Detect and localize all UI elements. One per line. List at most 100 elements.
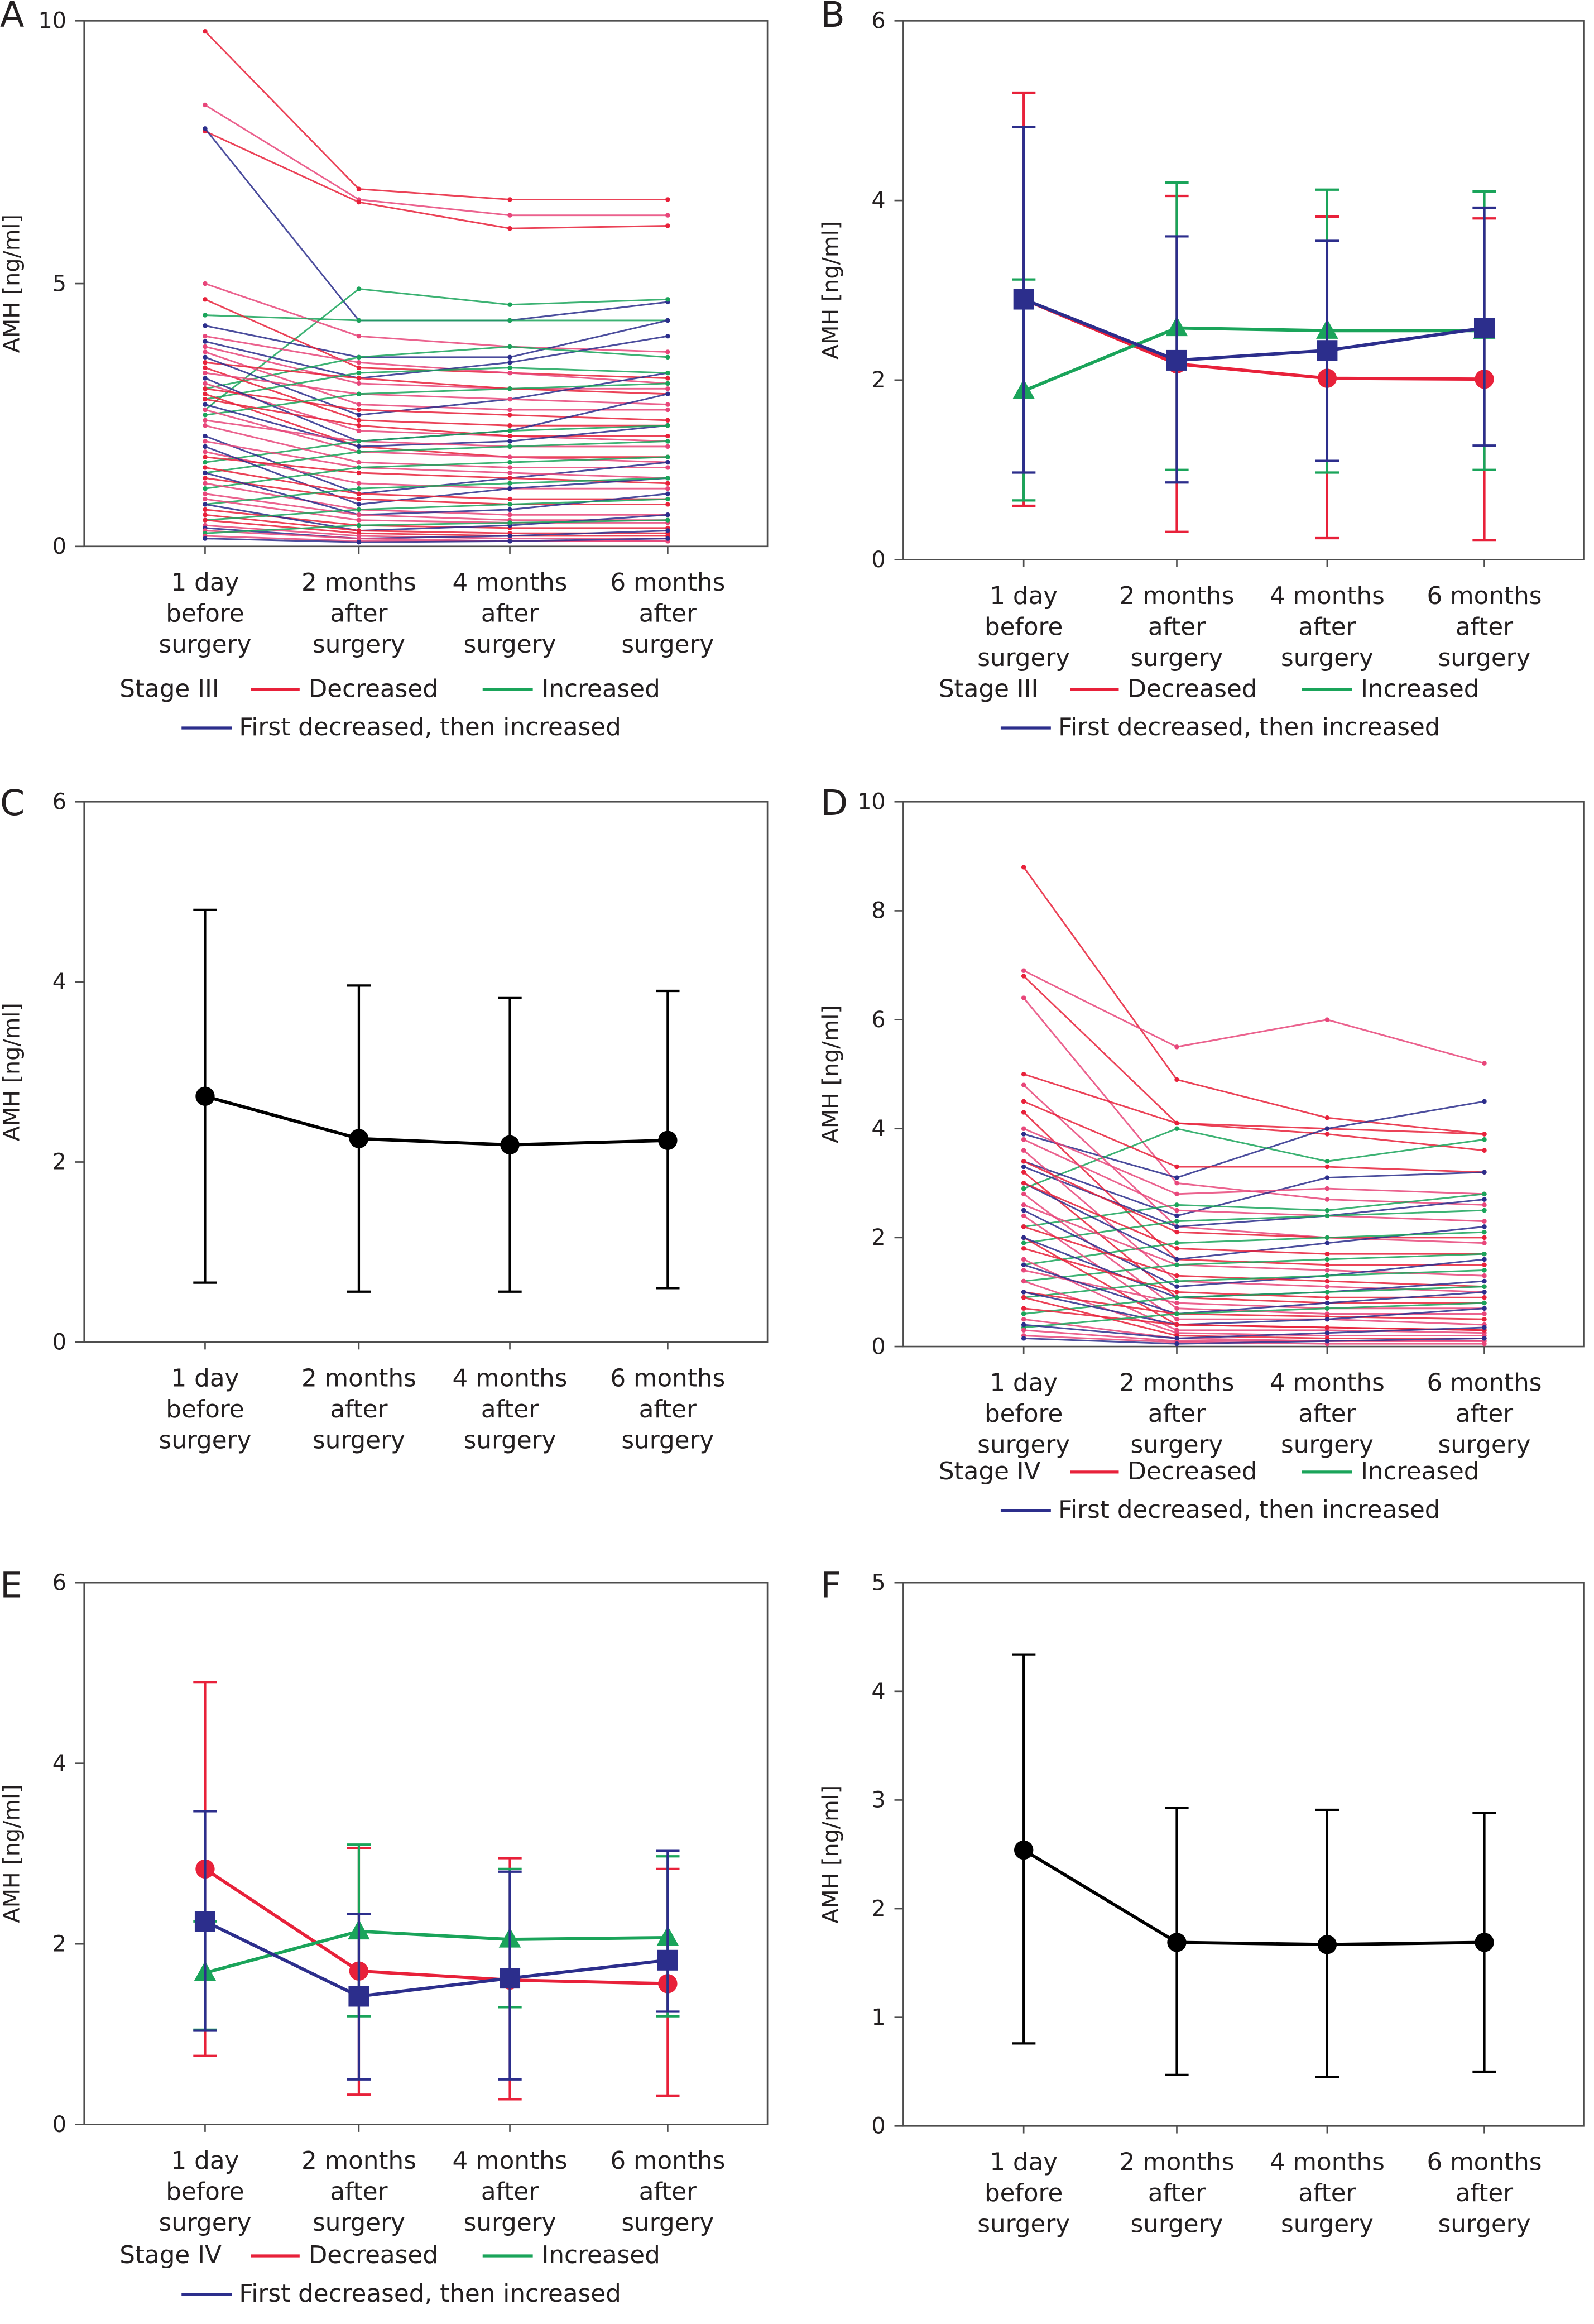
data-point bbox=[1174, 1295, 1179, 1300]
data-point bbox=[1021, 1137, 1026, 1142]
x-tick-label: 4 months bbox=[453, 569, 568, 597]
series-line bbox=[204, 130, 668, 229]
data-point bbox=[1324, 1284, 1330, 1289]
x-tick-label: surgery bbox=[1438, 1431, 1531, 1459]
data-point bbox=[507, 539, 512, 544]
data-point bbox=[203, 433, 208, 439]
x-tick-label: after bbox=[481, 2178, 539, 2206]
x-tick-label: surgery bbox=[1438, 2211, 1531, 2239]
series-line bbox=[1022, 866, 1485, 1135]
series-line bbox=[205, 519, 668, 534]
data-point bbox=[203, 297, 208, 302]
series-line bbox=[1023, 1160, 1485, 1239]
data-point bbox=[507, 465, 512, 470]
x-tick-label: surgery bbox=[1131, 2211, 1223, 2239]
data-point bbox=[1021, 1159, 1026, 1164]
y-tick-label: 0 bbox=[52, 534, 66, 559]
series-decreased bbox=[203, 386, 670, 423]
series-overall bbox=[193, 908, 680, 1293]
data-point bbox=[507, 476, 512, 481]
data-point bbox=[203, 481, 208, 486]
data-point bbox=[507, 396, 512, 402]
series-first_dec_then_inc bbox=[193, 1810, 680, 2081]
data-point bbox=[665, 459, 670, 465]
data-point bbox=[1174, 1077, 1179, 1082]
y-tick-label: 10 bbox=[39, 8, 66, 34]
data-point bbox=[1324, 1251, 1330, 1257]
data-point bbox=[665, 418, 670, 423]
x-tick-label: surgery bbox=[464, 631, 556, 659]
data-point bbox=[1482, 1132, 1487, 1137]
data-point bbox=[1482, 1268, 1487, 1273]
data-point bbox=[1174, 1164, 1179, 1170]
data-point bbox=[1482, 1257, 1487, 1262]
series-line bbox=[1023, 1231, 1485, 1266]
series-overall bbox=[1012, 1653, 1496, 2078]
data-point bbox=[1021, 1306, 1026, 1311]
y-tick-label: 4 bbox=[871, 1679, 885, 1704]
data-point bbox=[1021, 1240, 1026, 1245]
data-point bbox=[507, 512, 512, 517]
series-line bbox=[205, 346, 668, 390]
data-point-circle bbox=[349, 1129, 369, 1148]
series-line bbox=[205, 498, 668, 524]
legend: Stage IV Decreased Increased First decrease… bbox=[119, 2241, 660, 2308]
data-point bbox=[1324, 1273, 1330, 1278]
series-line bbox=[1023, 1073, 1485, 1135]
data-point bbox=[356, 439, 362, 444]
data-point bbox=[203, 391, 208, 396]
y-tick-label: 6 bbox=[52, 1570, 66, 1595]
data-point bbox=[1174, 1278, 1179, 1284]
data-point bbox=[1482, 1306, 1487, 1311]
data-point bbox=[356, 444, 362, 449]
data-point bbox=[507, 354, 512, 360]
series-line bbox=[205, 319, 668, 358]
plot-frame bbox=[902, 1582, 1585, 2127]
data-point bbox=[203, 365, 208, 370]
data-point bbox=[1021, 1207, 1026, 1213]
data-point bbox=[507, 386, 512, 391]
series-decreased bbox=[203, 28, 670, 202]
x-tick-label: after bbox=[1298, 2179, 1356, 2207]
y-tick-label: 1 bbox=[871, 2005, 885, 2030]
data-point bbox=[665, 454, 670, 459]
data-point bbox=[1021, 1164, 1026, 1170]
data-point bbox=[507, 302, 512, 307]
data-point bbox=[1324, 1330, 1330, 1335]
data-point bbox=[356, 407, 362, 413]
series-line bbox=[1023, 298, 1485, 381]
data-point bbox=[356, 376, 362, 381]
data-point bbox=[1021, 1191, 1026, 1197]
data-point bbox=[1482, 1336, 1487, 1341]
legend: Stage III Decreased Increased First decreas… bbox=[939, 675, 1480, 742]
series-increased bbox=[1021, 1284, 1487, 1316]
x-tick-label: before bbox=[166, 2178, 244, 2206]
data-point-circle bbox=[658, 1130, 678, 1150]
data-point bbox=[1021, 1295, 1026, 1300]
data-point bbox=[203, 459, 208, 465]
x-tick-label: 4 months bbox=[1270, 1369, 1385, 1397]
data-point bbox=[507, 423, 512, 428]
series-line bbox=[204, 351, 668, 411]
series-increased bbox=[203, 313, 670, 323]
x-tick-label: 6 months bbox=[1427, 582, 1542, 610]
series-line bbox=[1023, 1160, 1485, 1217]
data-point bbox=[1482, 1224, 1487, 1229]
data-point bbox=[665, 381, 670, 386]
data-point bbox=[1174, 1290, 1179, 1295]
data-point bbox=[665, 444, 670, 449]
data-point bbox=[1482, 1207, 1487, 1213]
series-first_dec_then_inc bbox=[1012, 126, 1496, 484]
series-line bbox=[205, 367, 668, 400]
x-tick-label: 2 months bbox=[1119, 2149, 1234, 2177]
data-point bbox=[1021, 968, 1026, 973]
data-point bbox=[1021, 1336, 1026, 1341]
data-point bbox=[1482, 1251, 1487, 1257]
series-increased bbox=[193, 1843, 680, 2031]
data-point bbox=[1021, 1202, 1026, 1207]
data-point bbox=[203, 349, 208, 354]
x-tick-label: surgery bbox=[621, 1427, 714, 1455]
data-point bbox=[1482, 1311, 1487, 1316]
data-point bbox=[665, 491, 670, 496]
